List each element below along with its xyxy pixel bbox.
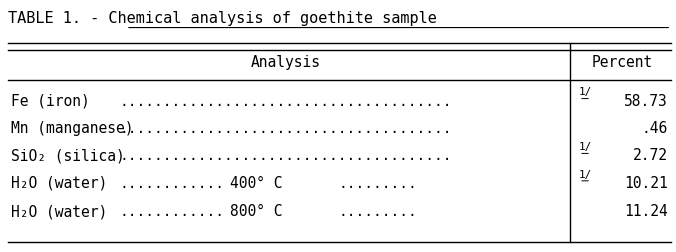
Text: .46: .46	[642, 121, 668, 136]
Text: 1/: 1/	[579, 170, 592, 180]
Text: ............: ............	[119, 204, 224, 219]
Text: TABLE 1. - Chemical analysis of goethite sample: TABLE 1. - Chemical analysis of goethite…	[8, 11, 437, 26]
Text: H₂O (water): H₂O (water)	[11, 204, 107, 219]
Text: 800° C: 800° C	[231, 204, 283, 219]
Text: .........: .........	[338, 176, 416, 191]
Text: 1/: 1/	[579, 87, 592, 97]
Text: H₂O (water): H₂O (water)	[11, 176, 107, 191]
Text: 10.21: 10.21	[624, 176, 668, 191]
Text: 2.72: 2.72	[633, 148, 668, 163]
Text: ......................................: ......................................	[119, 148, 452, 163]
Text: 400° C: 400° C	[231, 176, 283, 191]
Text: Percent: Percent	[592, 55, 653, 70]
Text: Analysis: Analysis	[251, 55, 321, 70]
Text: ......................................: ......................................	[119, 121, 452, 136]
Text: .........: .........	[338, 204, 416, 219]
Text: Fe (iron): Fe (iron)	[11, 93, 90, 109]
Text: 1/: 1/	[579, 142, 592, 152]
Text: 11.24: 11.24	[624, 204, 668, 219]
Text: Mn (manganese): Mn (manganese)	[11, 121, 134, 136]
Text: 58.73: 58.73	[624, 93, 668, 109]
Text: SiO₂ (silica): SiO₂ (silica)	[11, 148, 125, 163]
Text: ............: ............	[119, 176, 224, 191]
Text: ......................................: ......................................	[119, 93, 452, 109]
